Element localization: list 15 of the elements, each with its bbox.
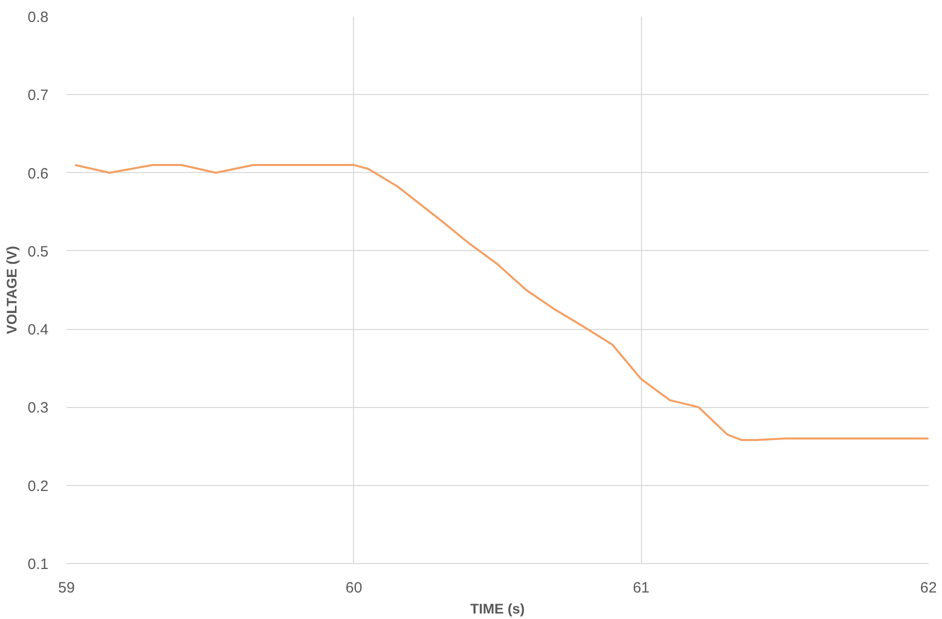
x-tick-label: 61 bbox=[632, 580, 650, 596]
y-tick-label: 0.4 bbox=[28, 322, 49, 339]
y-tick-label: 0.8 bbox=[28, 9, 49, 26]
x-tick-label: 59 bbox=[58, 580, 75, 596]
y-tick-label: 0.3 bbox=[28, 400, 49, 417]
y-tick-label: 0.5 bbox=[28, 243, 49, 260]
x-tick-label: 60 bbox=[345, 580, 362, 596]
y-tick-label: 0.7 bbox=[28, 87, 49, 104]
y-tick-label: 0.2 bbox=[28, 478, 49, 495]
x-tick-label: 62 bbox=[920, 580, 937, 596]
y-tick-label: 0.1 bbox=[28, 556, 49, 573]
y-tick-label: 0.6 bbox=[28, 165, 49, 182]
line-series bbox=[74, 164, 928, 442]
x-axis-title: TIME (s) bbox=[470, 600, 525, 616]
y-axis-title: VOLTAGE (V) bbox=[4, 246, 20, 334]
